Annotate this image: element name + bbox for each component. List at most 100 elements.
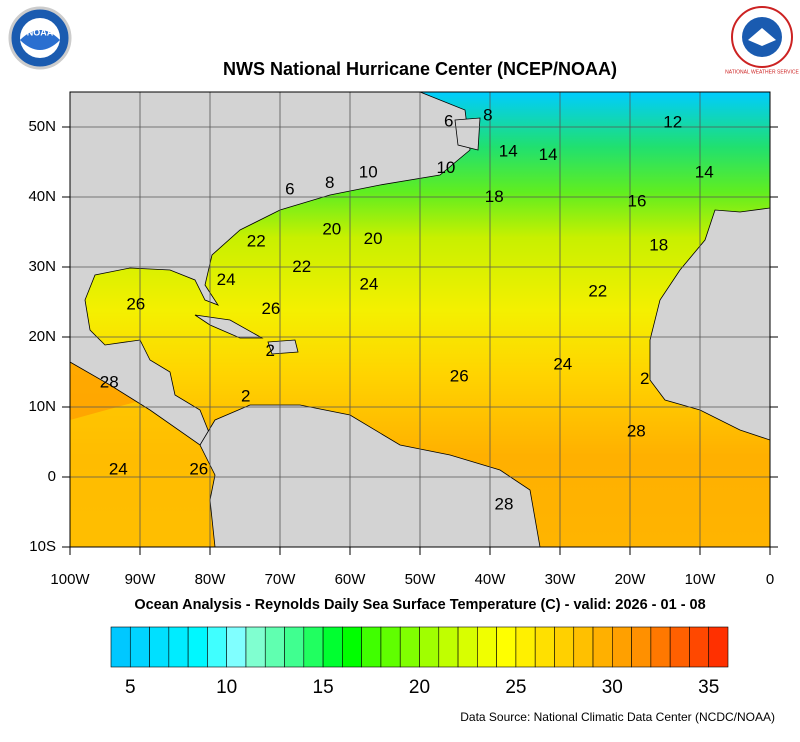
colorbar-label: 30: [602, 677, 623, 698]
contour-label: 10: [436, 158, 455, 177]
colorbar-label: 15: [313, 677, 334, 698]
y-tick-label: 10N: [28, 398, 56, 415]
contour-label: 28: [100, 373, 119, 392]
logo-text: NOAA: [27, 27, 54, 37]
colorbar-box: [168, 626, 189, 668]
colorbar-box: [631, 626, 652, 668]
contour-label: 2: [265, 341, 274, 360]
colorbar-box: [264, 626, 285, 668]
colorbar-box: [399, 626, 420, 668]
logo-text: NATIONAL WEATHER SERVICE: [725, 69, 799, 75]
x-tick-label: 0: [766, 571, 774, 588]
colorbar-box: [573, 626, 594, 668]
contour-label: 22: [247, 231, 266, 250]
colorbar-box: [245, 626, 266, 668]
cuba: [194, 314, 264, 339]
colorbar-box: [592, 626, 613, 668]
colorbar-box: [419, 626, 440, 668]
x-tick-label: 70W: [265, 571, 297, 588]
colorbar-box: [226, 626, 247, 668]
contour-label: 22: [292, 257, 311, 276]
x-tick-label: 60W: [335, 571, 367, 588]
colorbar-box: [129, 626, 150, 668]
colorbar-box: [303, 626, 324, 668]
contour-label: 28: [627, 422, 646, 441]
x-tick-label: 100W: [50, 571, 90, 588]
colorbar-box: [110, 626, 131, 668]
colorbar-box: [496, 626, 517, 668]
contour-label: 2: [640, 369, 649, 388]
colorbar-label: 10: [216, 677, 237, 698]
nws-logo: NATIONAL WEATHER SERVICE: [725, 6, 800, 75]
data-source: Data Source: National Climatic Data Cent…: [460, 710, 775, 724]
x-tick-label: 40W: [475, 571, 507, 588]
south-america: [199, 404, 541, 547]
colorbar-box: [342, 626, 362, 668]
colorbar-box: [207, 626, 227, 668]
colorbar-box: [650, 626, 671, 668]
colorbar-box: [534, 626, 555, 668]
contour-label: 8: [483, 105, 492, 124]
colorbar-label: 20: [409, 677, 430, 698]
x-tick-label: 80W: [195, 571, 227, 588]
colorbar-box: [438, 626, 459, 668]
africa-europe: [649, 92, 770, 547]
contour-label: 8: [325, 173, 334, 192]
contour-label: 6: [285, 179, 294, 198]
colorbar-box: [708, 626, 729, 668]
colorbar-label: 35: [698, 677, 719, 698]
colorbar-box: [380, 626, 401, 668]
x-tick-label: 10W: [685, 571, 717, 588]
pacific-warm: [70, 360, 150, 420]
x-tick-label: 50W: [405, 571, 437, 588]
contour-label: 10: [359, 163, 378, 182]
y-tick-label: 0: [48, 468, 56, 485]
contour-label: 20: [322, 219, 341, 238]
contour-label: 14: [499, 142, 518, 161]
colorbar-label: 5: [125, 677, 136, 698]
colorbar-box: [612, 626, 632, 668]
contour-label: 26: [189, 459, 208, 478]
colorbar-box: [457, 626, 478, 668]
contour-label: 24: [359, 275, 378, 294]
y-tick-label: 20N: [28, 328, 56, 345]
contour-label: 14: [695, 163, 714, 182]
colorbar-box: [515, 626, 536, 668]
y-tick-label: 30N: [28, 258, 56, 275]
subtitle: Ocean Analysis - Reynolds Daily Sea Surf…: [134, 597, 705, 613]
contour-label: 12: [663, 112, 682, 131]
contour-label: 20: [364, 229, 383, 248]
colorbar-box: [284, 626, 305, 668]
colorbar-box: [361, 626, 382, 668]
colorbar-label: 25: [505, 677, 526, 698]
colorbar-box: [689, 626, 710, 668]
contour-label: 26: [126, 294, 145, 313]
contour-label: 14: [539, 145, 558, 164]
newfoundland: [454, 117, 481, 151]
contour-label: 18: [649, 235, 668, 254]
title: NWS National Hurricane Center (NCEP/NOAA…: [223, 59, 617, 79]
y-tick-label: 40N: [28, 188, 56, 205]
y-tick-label: 10S: [29, 538, 56, 555]
contour-label: 26: [261, 299, 280, 318]
colorbar-box: [322, 626, 343, 668]
colorbar-box: [669, 626, 690, 668]
contour-label: 24: [553, 354, 572, 373]
contour-label: 28: [495, 494, 514, 513]
contour-label: 6: [444, 112, 453, 131]
colorbar-box: [187, 626, 208, 668]
x-tick-label: 90W: [125, 571, 157, 588]
noaa-logo: NOAA: [8, 6, 72, 70]
contour-label: 24: [109, 459, 128, 478]
x-tick-label: 30W: [545, 571, 577, 588]
contour-label: 24: [217, 270, 236, 289]
contour-label: 16: [628, 191, 647, 210]
colorbar-box: [554, 626, 575, 668]
hispaniola: [267, 339, 299, 355]
x-tick-label: 20W: [615, 571, 647, 588]
colorbar-box: [477, 626, 497, 668]
contour-label: 18: [485, 187, 504, 206]
contour-label: 26: [450, 366, 469, 385]
